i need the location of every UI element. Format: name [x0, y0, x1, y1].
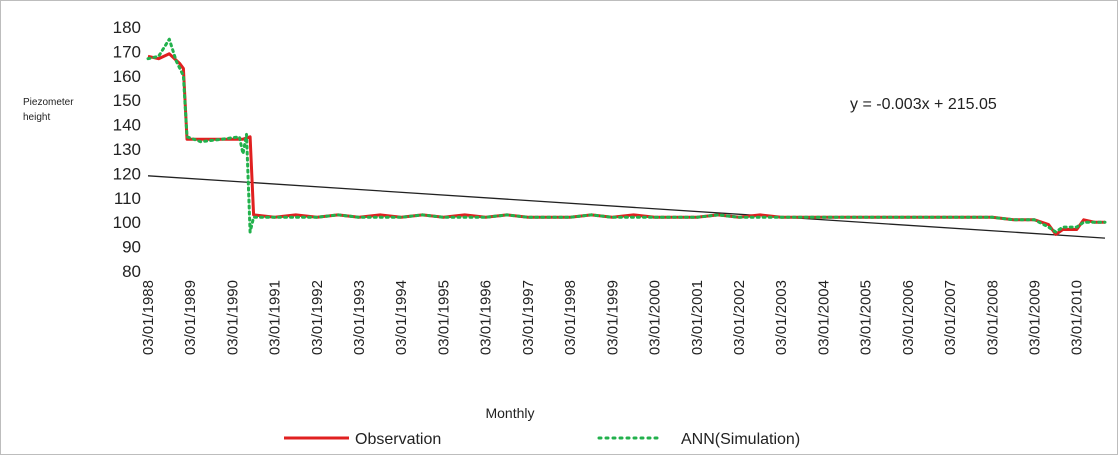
x-tick-label: 03/01/1996 — [478, 280, 495, 355]
x-tick-label: 03/01/1998 — [562, 280, 579, 355]
x-tick-label: 03/01/2000 — [647, 280, 664, 355]
x-tick-label: 03/01/2010 — [1069, 280, 1086, 355]
legend-label-ann-simulation: ANN(Simulation) — [681, 431, 800, 448]
y-tick-label: 100 — [113, 213, 141, 232]
x-tick-label: 03/01/2006 — [900, 280, 917, 355]
y-axis-label-line-2: height — [23, 112, 50, 123]
series-layer — [146, 37, 1107, 239]
y-tick-label: 180 — [113, 18, 141, 37]
x-tick-label: 03/01/1989 — [182, 280, 199, 355]
x-tick-label: 03/01/2009 — [1026, 280, 1043, 355]
y-tick-label: 110 — [114, 189, 141, 208]
x-tick-label: 03/01/2007 — [942, 280, 959, 355]
x-tick-label: 03/01/2004 — [815, 280, 832, 355]
x-tick-label: 03/01/1992 — [309, 280, 326, 355]
y-tick-label: 140 — [113, 116, 141, 135]
x-tick-label: 03/01/2003 — [773, 280, 790, 355]
x-tick-label: 03/01/2002 — [731, 280, 748, 355]
x-tick-label: 03/01/2001 — [689, 280, 706, 355]
x-tick-label: 03/01/2008 — [984, 280, 1001, 355]
x-axis: 03/01/1988 03/01/1989 03/01/1990 03/01/1991… — [140, 280, 1086, 355]
y-axis: 80 90 100 110 120 130 140 150 160 170 180 — [113, 18, 141, 281]
x-tick-label: 03/01/1993 — [351, 280, 368, 355]
y-axis-label-line-1: Piezometer — [23, 97, 74, 108]
y-tick-label: 80 — [122, 262, 141, 281]
y-tick-label: 130 — [113, 140, 141, 159]
x-tick-label: 03/01/1995 — [435, 280, 452, 355]
x-tick-label: 03/01/1990 — [224, 280, 241, 355]
x-tick-label: 03/01/2005 — [858, 280, 875, 355]
x-tick-label: 03/01/1999 — [604, 280, 621, 355]
trendline-equation: y = -0.003x + 215.05 — [850, 96, 997, 113]
legend-label-observation: Observation — [355, 431, 441, 448]
series-line-ann-simulation — [146, 37, 1107, 234]
x-tick-label: 03/01/1997 — [520, 280, 537, 355]
y-tick-label: 170 — [113, 42, 141, 61]
x-axis-label: Monthly — [485, 405, 534, 421]
x-tick-label: 03/01/1994 — [393, 280, 410, 355]
y-tick-label: 90 — [122, 238, 141, 257]
y-tick-label: 120 — [113, 164, 141, 183]
x-tick-label: 03/01/1991 — [267, 280, 284, 355]
y-tick-label: 150 — [113, 91, 141, 110]
x-tick-label: 03/01/1988 — [140, 280, 157, 355]
trendline — [147, 175, 1106, 239]
y-tick-label: 160 — [113, 67, 141, 86]
legend: Observation ANN(Simulation) — [284, 431, 800, 448]
